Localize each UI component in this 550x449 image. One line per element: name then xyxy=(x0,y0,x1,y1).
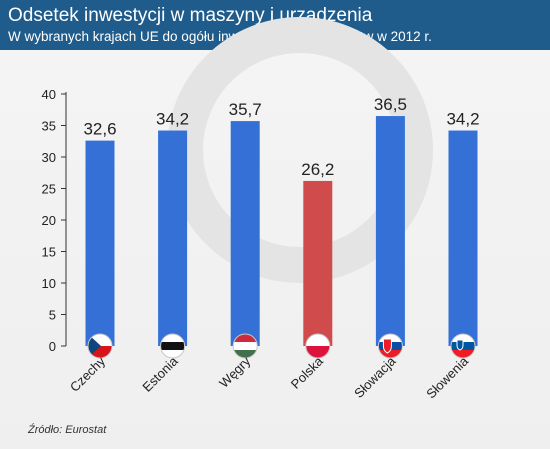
slovenia-flag-icon xyxy=(450,333,476,359)
x-tick-label: Węgry xyxy=(216,353,254,391)
value-label: 26,2 xyxy=(301,160,334,179)
bar-czechy xyxy=(85,140,115,346)
x-tick-label: Słowacja xyxy=(351,353,399,401)
value-label: 34,2 xyxy=(446,110,479,129)
x-axis-labels: Czechy Estonia Węgry Polska Słowacja Słowenia xyxy=(67,353,472,401)
value-labels: 32,6 34,2 35,7 26,2 36,5 34,2 xyxy=(83,95,479,179)
flags xyxy=(87,333,476,359)
x-tick-label: Polska xyxy=(288,353,327,392)
y-tick-label: 10 xyxy=(42,276,56,291)
bar-słowacja xyxy=(375,116,405,346)
y-tick-label: 15 xyxy=(42,245,56,260)
y-tick-label: 20 xyxy=(42,213,56,228)
y-tick-label: 25 xyxy=(42,182,56,197)
bar-węgry xyxy=(230,121,260,346)
source-note: Źródło: Eurostat xyxy=(28,424,107,436)
bar-estonia xyxy=(158,130,188,346)
y-tick-label: 30 xyxy=(42,150,56,165)
value-label: 32,6 xyxy=(83,120,116,139)
value-label: 36,5 xyxy=(374,95,407,114)
bar-słowenia xyxy=(448,130,478,346)
czech-flag-icon xyxy=(87,333,113,359)
x-tick-label: Słowenia xyxy=(423,353,471,401)
x-tick-label: Czechy xyxy=(67,353,109,395)
bars xyxy=(85,116,478,346)
slovakia-flag-icon xyxy=(377,333,403,359)
y-tick-label: 5 xyxy=(49,308,56,323)
value-label: 34,2 xyxy=(156,110,189,129)
y-tick-label: 0 xyxy=(49,339,56,354)
x-tick-label: Estonia xyxy=(139,353,181,395)
estonia-flag-icon xyxy=(160,333,186,359)
bar-polska xyxy=(303,180,333,346)
y-tick-label: 40 xyxy=(42,87,56,102)
hungary-flag-icon xyxy=(232,333,258,359)
value-label: 35,7 xyxy=(229,100,262,119)
y-axis: 0 5 10 15 20 25 30 35 40 xyxy=(42,87,67,354)
poland-flag-icon xyxy=(305,333,331,359)
y-tick-label: 35 xyxy=(42,119,56,134)
